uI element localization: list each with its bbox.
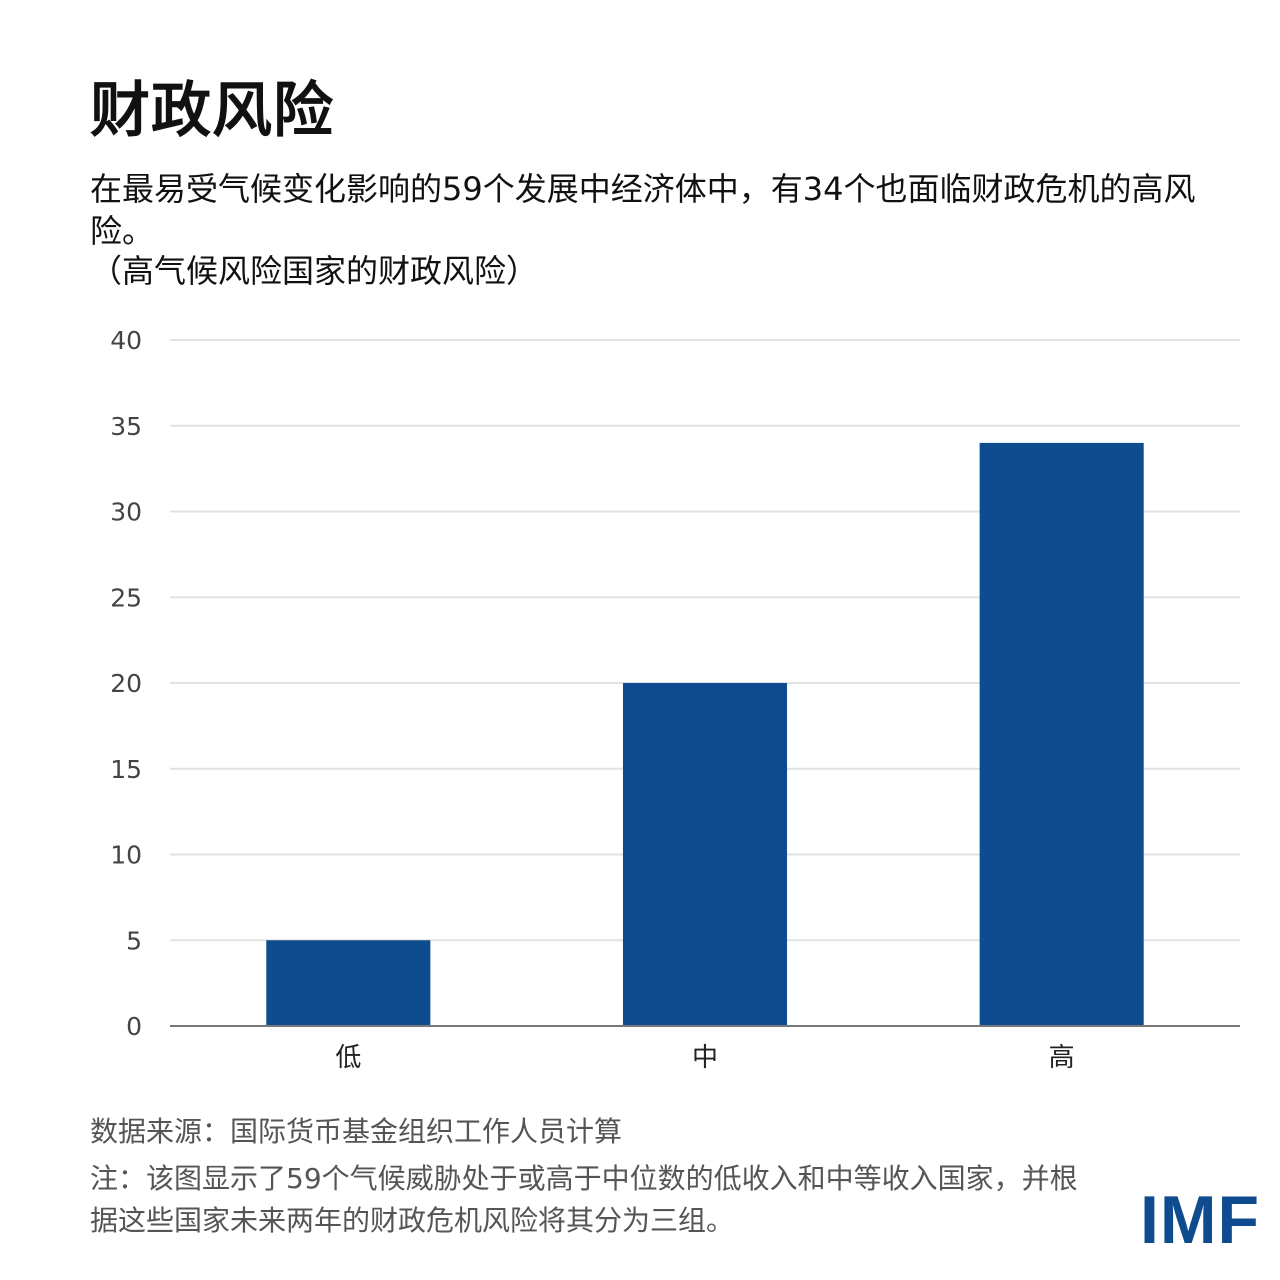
bar-1 bbox=[622, 683, 788, 1026]
footnote: 注：该图显示了59个气候威胁处于或高于中位数的低收入和中等收入国家，并根据这些国… bbox=[90, 1162, 1078, 1237]
y-tick-label: 20 bbox=[110, 669, 142, 698]
y-tick-label: 10 bbox=[110, 841, 142, 870]
y-tick-label: 5 bbox=[126, 926, 142, 955]
bar-2 bbox=[979, 442, 1144, 1026]
y-axis-ticks: 0 5 10 15 20 25 30 35 40 bbox=[110, 326, 142, 1041]
y-tick-label: 25 bbox=[110, 583, 142, 612]
y-tick-label: 15 bbox=[110, 755, 142, 784]
x-tick-label: 中 bbox=[692, 1043, 718, 1073]
y-tick-label: 0 bbox=[126, 1012, 142, 1041]
x-axis-ticks: 低中高 bbox=[335, 1043, 1074, 1073]
source-note: 数据来源：国际货币基金组织工作人员计算 bbox=[90, 1115, 623, 1148]
y-tick-label: 40 bbox=[110, 326, 142, 355]
x-tick-label: 高 bbox=[1049, 1043, 1075, 1073]
y-tick-label: 35 bbox=[110, 412, 142, 441]
x-tick-label: 低 bbox=[335, 1043, 361, 1073]
imf-logo: IMF bbox=[1140, 1182, 1261, 1258]
bars bbox=[266, 442, 1144, 1026]
chart-title: 财政风险 bbox=[90, 76, 334, 146]
chart-subtitle: 在最易受气候变化影响的59个发展中经济体中，有34个也面临财政危机的高风险。 bbox=[90, 170, 1196, 250]
y-tick-label: 30 bbox=[110, 498, 142, 527]
bar-0 bbox=[266, 940, 431, 1026]
bar-chart: 0 5 10 15 20 25 30 35 40 低 中 高 bbox=[110, 326, 1240, 1073]
chart-caption: （高气候风险国家的财政风险） bbox=[90, 252, 539, 290]
